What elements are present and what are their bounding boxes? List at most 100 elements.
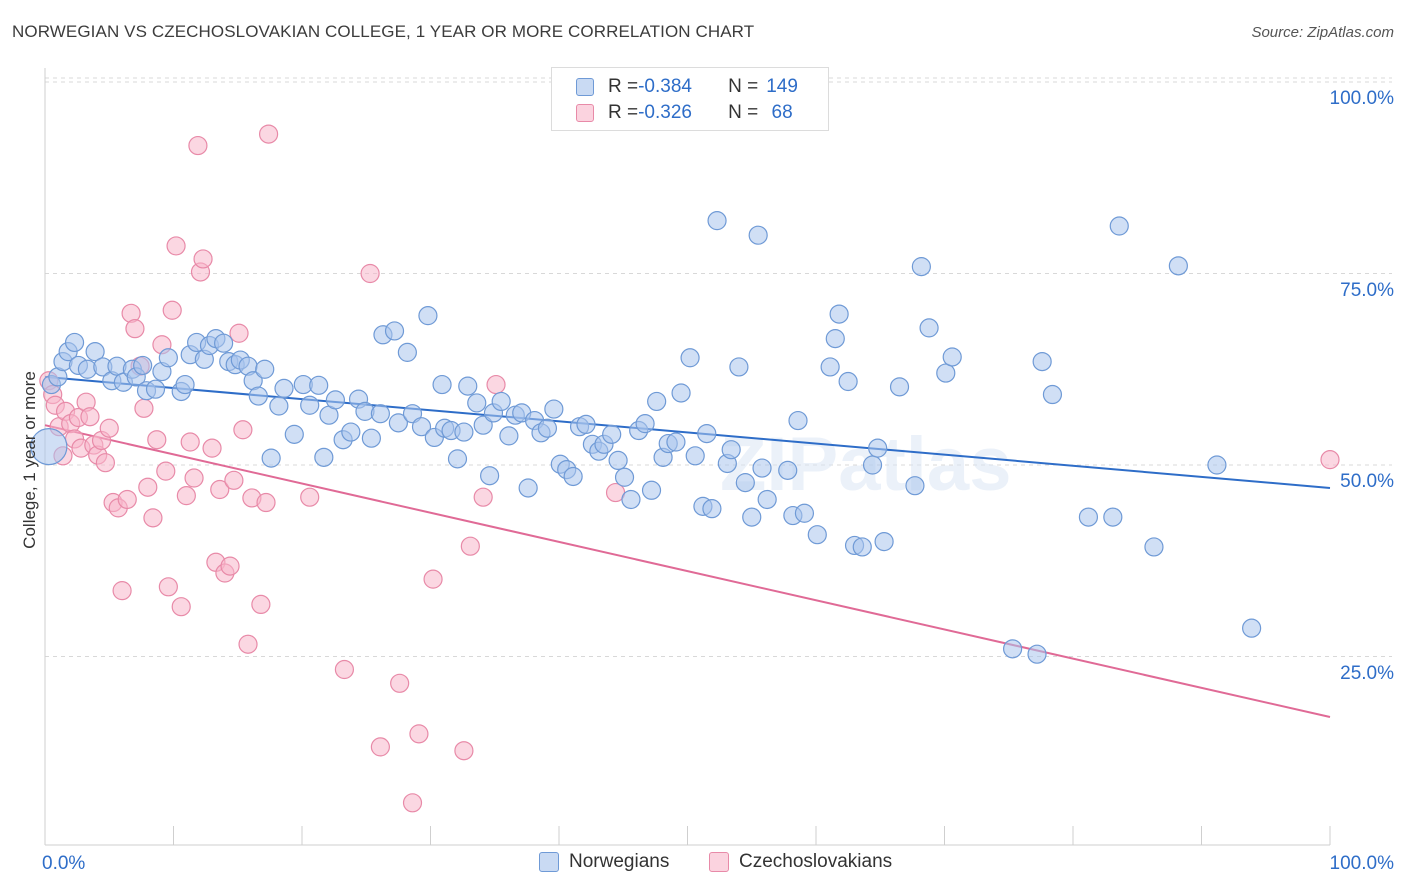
norwegian-point: [752, 458, 772, 478]
norwegian-point: [936, 363, 956, 383]
y-tick-label: 25.0%: [1340, 662, 1394, 684]
norwegian-point: [133, 355, 153, 376]
czechoslovakian-point: [224, 470, 244, 490]
norwegian-point: [158, 348, 178, 368]
norwegian-point: [107, 356, 127, 376]
norwegian-point: [794, 503, 815, 523]
czechoslovakian-point: [188, 135, 208, 156]
norwegian-point: [576, 414, 596, 435]
czechoslovakian-point: [193, 249, 213, 269]
norwegian-point: [1109, 216, 1129, 236]
czechoslovakian-points: [39, 124, 1340, 813]
norwegian-point: [905, 476, 925, 496]
series-legend: Norwegians Czechoslovakians: [0, 851, 1406, 877]
stats-row-czechoslovakians: R = -0.326 N = 68: [576, 101, 793, 125]
czechoslovakian-point: [210, 479, 230, 500]
norwegian-point: [384, 321, 405, 341]
norwegian-point: [388, 413, 408, 433]
norwegian-point: [480, 466, 500, 486]
norwegian-point: [641, 480, 662, 500]
czechoslovakian-point: [460, 536, 480, 556]
norwegian-point: [518, 478, 538, 498]
norwegian-point: [757, 489, 777, 510]
czechoslovakian-point: [258, 124, 279, 144]
norwegian-point: [418, 306, 438, 326]
norwegian-point: [85, 342, 105, 362]
czechoslovakian-point: [256, 492, 276, 513]
norwegian-point: [614, 467, 635, 487]
norwegian-point: [666, 432, 686, 452]
r-value: -0.326: [638, 102, 692, 123]
norwegian-point: [274, 378, 294, 398]
czechoslovakian-point: [112, 581, 132, 601]
n-label: N =: [728, 102, 759, 123]
norwegian-point: [807, 525, 827, 545]
norwegian-point: [748, 225, 768, 245]
norwegian-point: [1027, 644, 1047, 664]
czechoslovakian-point: [166, 236, 186, 256]
norwegian-point: [261, 448, 281, 468]
y-tick-label: 75.0%: [1340, 279, 1394, 301]
norwegian-point: [175, 374, 195, 395]
source-note: Source: ZipAtlas.com: [1251, 24, 1394, 41]
norwegian-point: [467, 393, 487, 413]
norwegian-point: [341, 422, 361, 442]
norwegian-point: [454, 422, 474, 442]
czechoslovakian-point: [360, 263, 380, 284]
norwegian-point: [608, 450, 628, 471]
norwegian-point: [300, 395, 320, 415]
norwegian-point: [942, 347, 962, 367]
norwegian-point: [214, 333, 234, 353]
czechoslovakian-point: [238, 634, 258, 654]
norwegian-point: [707, 211, 727, 231]
czechoslovakian-point: [220, 556, 240, 576]
czechoslovakian-point: [117, 489, 137, 510]
legend-item-czechoslovakians[interactable]: Czechoslovakians: [709, 851, 892, 873]
norwegian-point: [838, 371, 858, 392]
norwegian-point: [563, 466, 583, 487]
norwegian-point: [852, 537, 872, 557]
x-tick-max: 100.0%: [1329, 853, 1394, 874]
norwegian-point: [1168, 256, 1188, 276]
norwegian-point: [269, 396, 289, 416]
czechoslovakian-point: [423, 569, 443, 589]
x-tick-min: 0.0%: [42, 853, 86, 874]
stats-legend: R = -0.384 N = 149 R = -0.326 N = 68: [551, 67, 829, 131]
czechoslovakians-swatch: [576, 104, 594, 122]
czechoslovakian-point: [233, 420, 253, 440]
norwegian-point: [432, 374, 452, 395]
czechoslovakian-point: [409, 724, 429, 744]
norwegian-point: [30, 428, 68, 466]
norwegian-point: [64, 332, 85, 353]
czechoslovakian-point: [158, 577, 178, 597]
legend-label-czechoslovakians: Czechoslovakians: [739, 851, 893, 872]
czechoslovakian-point: [454, 741, 474, 761]
y-axis-label: College, 1 year or more: [20, 371, 39, 549]
czechoslovakian-point: [202, 438, 222, 458]
norwegian-point: [325, 390, 346, 410]
norwegian-point: [889, 377, 910, 397]
czechoslovakian-point: [171, 597, 191, 617]
norwegian-point: [825, 329, 845, 349]
norwegian-point: [447, 449, 468, 469]
norwegian-point: [778, 460, 798, 480]
legend-item-norwegians[interactable]: Norwegians: [539, 851, 669, 873]
czechoslovakian-point: [176, 486, 196, 506]
czechoslovakian-point: [334, 659, 355, 680]
norwegian-point: [361, 428, 381, 448]
norwegian-point: [145, 379, 166, 399]
czechoslovakian-point: [180, 432, 200, 452]
r-value: -0.384: [638, 76, 692, 97]
norwegian-point: [820, 357, 840, 377]
norwegian-point: [1003, 639, 1023, 659]
norwegian-point: [862, 455, 883, 475]
norwegian-point: [647, 391, 667, 412]
norwegian-point: [919, 318, 939, 338]
czechoslovakian-point: [138, 477, 158, 497]
norwegian-point: [284, 424, 304, 444]
norwegian-point: [499, 426, 519, 446]
czechoslovakian-point: [486, 374, 506, 395]
r-label: R =: [608, 102, 639, 123]
czechoslovakian-point: [184, 468, 204, 488]
